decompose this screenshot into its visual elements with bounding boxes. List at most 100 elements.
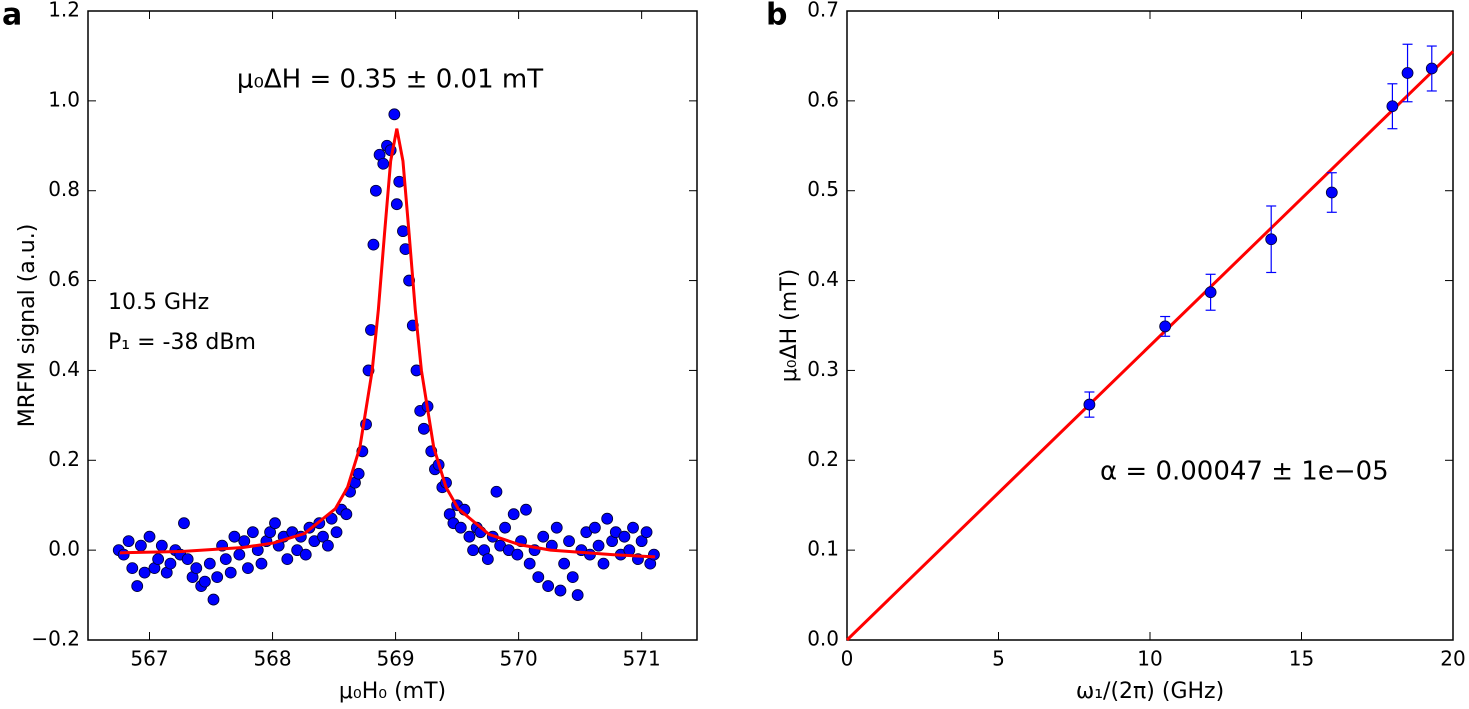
- data-point: [122, 535, 135, 548]
- x-tick-label: 570: [500, 647, 538, 671]
- data-point: [417, 422, 430, 435]
- data-point: [618, 530, 631, 543]
- data-point: [1386, 100, 1399, 113]
- x-tick-label: 5: [992, 647, 1005, 671]
- data-point: [1401, 67, 1414, 79]
- data-point: [322, 539, 334, 552]
- y-tick-label: 0.6: [807, 87, 839, 111]
- data-point: [597, 557, 610, 570]
- data-point: [520, 503, 532, 516]
- data-point: [481, 553, 494, 566]
- annotation: μ₀ΔH = 0.35 ± 0.01 mT: [237, 65, 543, 95]
- data-point: [463, 530, 476, 543]
- data-point: [507, 508, 520, 521]
- y-tick-label: 0.8: [48, 177, 80, 201]
- data-point: [246, 526, 259, 539]
- data-point: [627, 521, 639, 534]
- data-point: [571, 589, 584, 601]
- y-tick-label: 0.1: [807, 537, 839, 561]
- data-point: [207, 593, 220, 606]
- x-tick-label: 569: [376, 647, 414, 671]
- fit-line: [119, 128, 656, 559]
- y-axis-label: μ₀ΔH (mT): [777, 269, 802, 382]
- y-tick-label: 0.0: [48, 537, 80, 561]
- data-point: [126, 562, 139, 575]
- x-axis-label: μ₀H₀ (mT): [339, 679, 446, 704]
- data-point: [467, 544, 479, 557]
- data-point: [155, 539, 168, 552]
- data-point: [340, 508, 353, 521]
- data-point: [542, 580, 555, 592]
- data-point: [352, 467, 365, 480]
- data-point: [135, 539, 147, 552]
- data-point: [131, 580, 144, 592]
- data-point: [554, 584, 567, 597]
- x-tick-label: 20: [1440, 647, 1465, 671]
- data-point: [233, 548, 246, 561]
- data-point: [369, 184, 382, 197]
- data-point: [269, 517, 281, 530]
- data-point: [563, 535, 575, 548]
- data-point: [454, 521, 467, 534]
- data-point: [299, 548, 312, 561]
- data-point: [242, 562, 254, 575]
- x-tick-label: 567: [130, 647, 168, 671]
- data-point: [588, 521, 601, 534]
- data-point: [390, 198, 403, 211]
- annotation: 10.5 GHz: [108, 290, 209, 315]
- data-point: [1425, 62, 1438, 75]
- data-point: [1265, 233, 1278, 246]
- data-point: [203, 557, 216, 570]
- y-tick-label: 0.2: [807, 447, 839, 471]
- y-tick-label: 0.7: [807, 0, 839, 22]
- y-tick-label: 0.0: [807, 627, 839, 651]
- data-point: [558, 557, 571, 570]
- data-point: [592, 539, 605, 552]
- data-point: [532, 571, 545, 583]
- data-point: [367, 238, 380, 251]
- data-point: [138, 566, 151, 579]
- y-tick-label: 1.0: [48, 87, 80, 111]
- data-point: [281, 553, 294, 566]
- y-tick-label: 0.2: [48, 447, 80, 471]
- data-point: [397, 225, 409, 238]
- data-point: [1204, 286, 1217, 299]
- data-point: [490, 485, 503, 498]
- data-point: [181, 553, 194, 566]
- data-point: [523, 557, 536, 570]
- data-point: [648, 548, 660, 561]
- data-point: [601, 512, 614, 525]
- y-tick-label: 0.6: [48, 267, 80, 291]
- data-point: [238, 535, 251, 548]
- annotation: α = 0.00047 ± 1e−05: [1100, 457, 1389, 487]
- data-point: [640, 526, 653, 539]
- y-tick-label: 0.3: [807, 357, 839, 381]
- y-tick-label: 1.2: [48, 0, 80, 22]
- data-point: [190, 562, 203, 575]
- fit-line: [845, 50, 1455, 642]
- axes-frame: [846, 10, 1454, 641]
- data-point: [198, 575, 211, 588]
- data-point: [499, 521, 511, 534]
- x-tick-label: 571: [623, 647, 661, 671]
- x-tick-label: 10: [1137, 647, 1162, 671]
- x-tick-label: 568: [253, 647, 291, 671]
- data-point: [219, 553, 232, 566]
- data-point: [143, 530, 156, 543]
- data-point: [228, 530, 241, 543]
- panel-label: a: [2, 0, 22, 33]
- y-tick-label: −0.2: [31, 627, 80, 651]
- data-point: [224, 566, 237, 579]
- data-point: [511, 548, 524, 561]
- y-tick-label: 0.4: [807, 267, 839, 291]
- data-point: [152, 553, 165, 566]
- y-tick-label: 0.5: [807, 177, 839, 201]
- data-point: [377, 157, 390, 170]
- data-point: [1083, 398, 1096, 411]
- x-tick-label: 15: [1289, 647, 1314, 671]
- data-point: [1325, 186, 1338, 199]
- data-point: [255, 557, 268, 570]
- data-point: [117, 548, 130, 561]
- annotation: P₁ = -38 dBm: [108, 330, 256, 355]
